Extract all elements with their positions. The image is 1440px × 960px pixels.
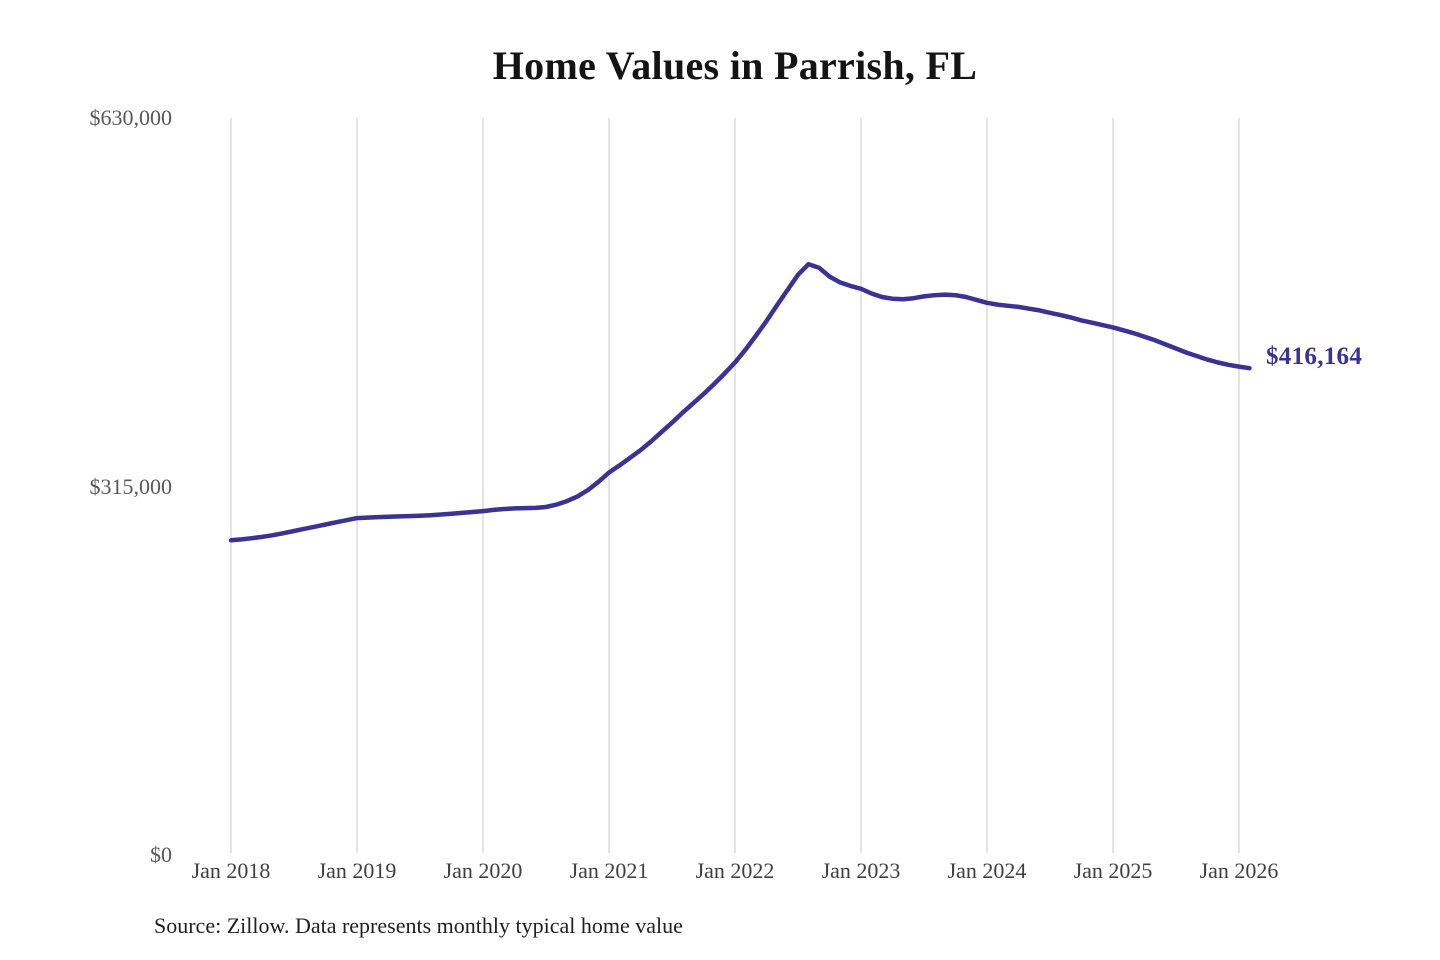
x-axis-tick-label: Jan 2025 bbox=[1073, 858, 1153, 883]
x-axis-tick-label: Jan 2019 bbox=[317, 858, 397, 883]
home-value-line bbox=[228, 261, 1252, 543]
y-axis-tick-label: $630,000 bbox=[89, 105, 173, 130]
source-note: Source: Zillow. Data represents monthly … bbox=[154, 913, 683, 938]
x-axis-tick-label: Jan 2024 bbox=[947, 858, 1027, 883]
x-axis-tick-label: Jan 2026 bbox=[1199, 858, 1279, 883]
x-axis-tick-label: Jan 2021 bbox=[569, 858, 649, 883]
y-axis-tick-label: $315,000 bbox=[89, 473, 173, 499]
x-axis-tick-label: Jan 2022 bbox=[695, 858, 775, 883]
x-axis-tick-label: Jan 2023 bbox=[821, 858, 901, 883]
x-axis-tick-label: Jan 2018 bbox=[191, 858, 271, 883]
current-value-label: $416,164 bbox=[1266, 343, 1363, 370]
chart-title: Home Values in Parrish, FL bbox=[492, 43, 978, 88]
y-axis-tick-label: $0 bbox=[150, 842, 172, 867]
x-axis-tick-label: Jan 2020 bbox=[443, 858, 523, 883]
vertical-gridlines bbox=[230, 118, 1240, 853]
